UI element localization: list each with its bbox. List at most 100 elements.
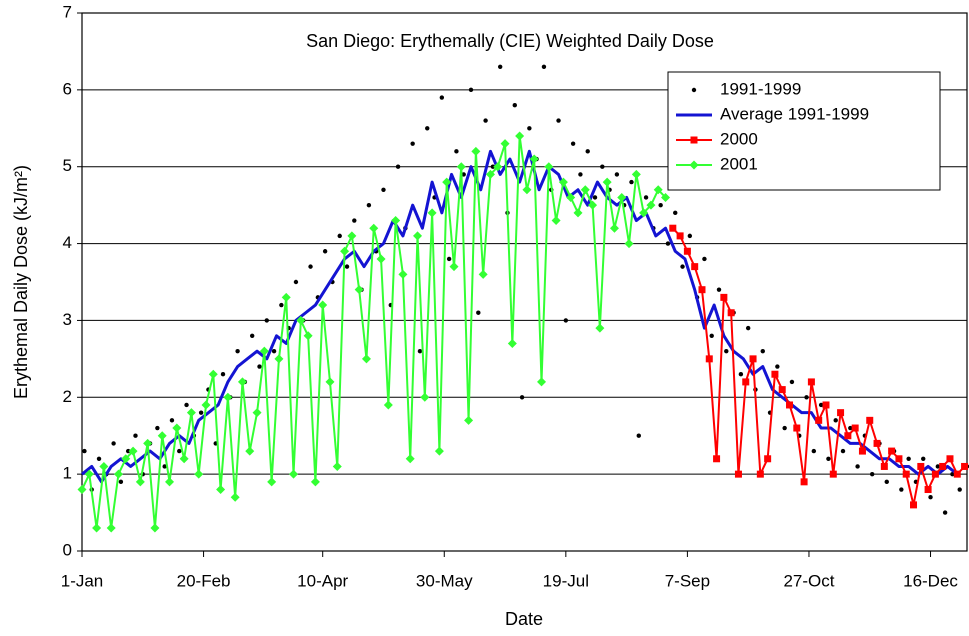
point — [500, 139, 510, 149]
point — [713, 455, 721, 463]
point — [921, 456, 926, 461]
point — [82, 448, 87, 454]
point — [687, 233, 693, 239]
point — [113, 469, 123, 479]
y-tick-label: 0 — [63, 540, 72, 559]
point — [563, 318, 569, 323]
point — [566, 192, 576, 202]
point — [585, 149, 590, 154]
point — [483, 118, 488, 123]
point — [639, 208, 649, 218]
point — [742, 378, 750, 386]
point — [643, 195, 649, 200]
point — [702, 256, 707, 262]
point — [344, 264, 350, 269]
point — [252, 408, 262, 418]
point — [658, 202, 663, 208]
point — [738, 372, 744, 377]
point — [840, 448, 846, 454]
point — [924, 486, 932, 494]
point — [946, 455, 954, 463]
chart-title: San Diego: Erythemally (CIE) Weighted Da… — [306, 31, 714, 51]
point — [354, 285, 364, 295]
point — [888, 447, 896, 455]
point — [895, 455, 903, 463]
point — [490, 164, 496, 169]
series — [669, 224, 969, 509]
point — [942, 510, 948, 515]
point — [121, 454, 131, 464]
point — [537, 377, 547, 387]
point — [558, 177, 568, 187]
x-tick-label: 19-Jul — [543, 571, 589, 590]
plot-frame — [81, 12, 968, 552]
point — [665, 241, 671, 246]
point — [646, 200, 656, 210]
point — [782, 425, 787, 431]
y-tick-label: 3 — [63, 310, 72, 329]
point — [851, 424, 859, 432]
point — [237, 377, 247, 387]
point — [332, 461, 342, 471]
legend-label: Average 1991-1999 — [720, 104, 869, 123]
point — [310, 477, 320, 487]
point — [391, 216, 401, 226]
point — [906, 456, 911, 461]
point — [866, 416, 874, 424]
point — [873, 439, 881, 447]
point — [786, 401, 794, 409]
point — [556, 118, 561, 123]
series — [77, 131, 671, 533]
series-line — [81, 134, 667, 529]
point — [157, 431, 167, 441]
point — [476, 310, 481, 315]
y-tick-label: 4 — [63, 233, 72, 252]
point — [855, 464, 860, 469]
point — [398, 269, 408, 279]
point — [464, 415, 474, 425]
point — [519, 395, 525, 400]
y-tick-label: 1 — [63, 464, 72, 483]
point — [624, 239, 634, 249]
point — [910, 501, 918, 509]
point — [775, 364, 780, 369]
point — [869, 471, 875, 477]
point — [347, 231, 357, 241]
point — [595, 323, 605, 333]
point — [953, 470, 961, 478]
x-axis-label: Date — [505, 609, 543, 629]
point — [928, 495, 933, 500]
point — [216, 485, 226, 495]
point — [303, 331, 313, 341]
point — [811, 448, 817, 454]
point — [578, 172, 583, 177]
point — [425, 126, 430, 131]
point — [471, 146, 481, 156]
point — [902, 470, 910, 478]
x-tick-label: 7-Sep — [665, 571, 710, 590]
legend-marker — [689, 160, 699, 170]
point — [84, 469, 94, 479]
point — [274, 354, 284, 364]
point — [194, 469, 204, 479]
point — [322, 249, 328, 254]
point — [844, 432, 852, 440]
point — [150, 523, 160, 533]
point — [529, 154, 539, 164]
point — [957, 487, 962, 492]
point — [570, 141, 576, 146]
point — [413, 231, 423, 241]
point — [829, 470, 837, 478]
point — [573, 208, 583, 218]
point — [439, 95, 445, 100]
point — [760, 348, 765, 354]
point — [296, 315, 306, 325]
point — [308, 264, 313, 269]
point — [376, 254, 386, 264]
point — [395, 164, 401, 169]
point — [118, 479, 124, 485]
point — [230, 492, 240, 502]
point — [257, 364, 262, 369]
point — [271, 348, 277, 354]
